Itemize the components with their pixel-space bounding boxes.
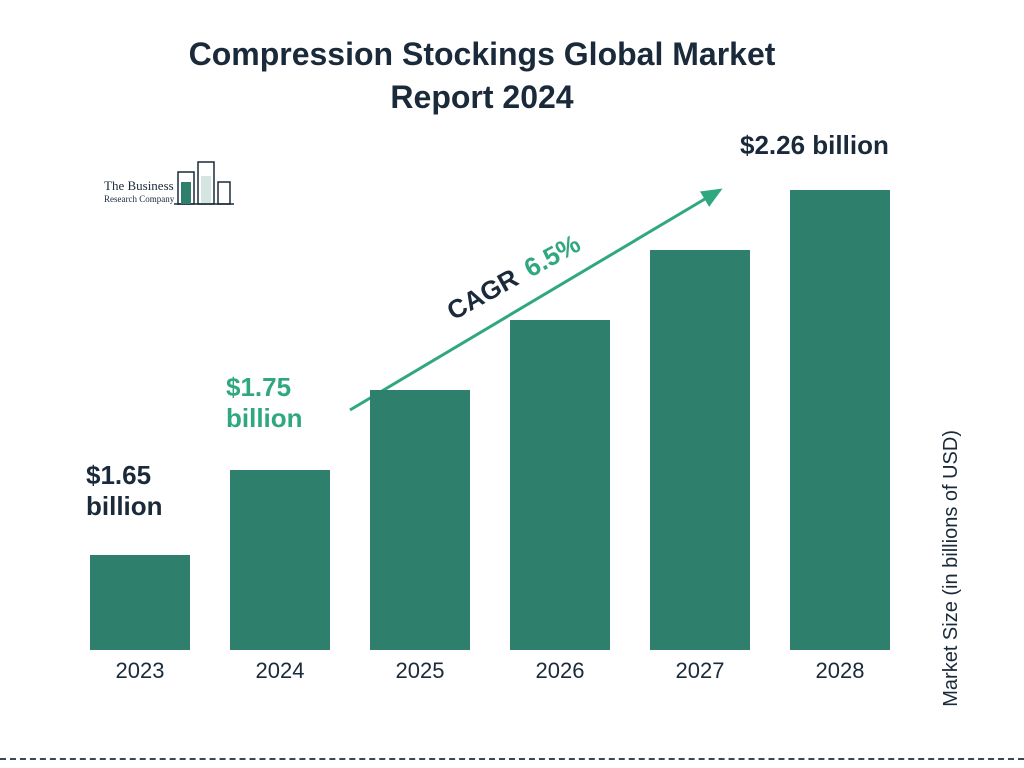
bar <box>650 250 750 650</box>
bar <box>90 555 190 650</box>
bar-data-label: $1.75billion <box>226 372 303 434</box>
xaxis-tick-label: 2027 <box>650 658 750 684</box>
chart-area: 2023 2024 2025 2026 2027 2028 $1.65billion $1.… <box>80 160 930 690</box>
xaxis-tick-label: 2023 <box>90 658 190 684</box>
bar <box>510 320 610 650</box>
chart-title-line1: Compression Stockings Global Market <box>0 36 964 73</box>
bar <box>370 390 470 650</box>
xaxis-tick-label: 2028 <box>790 658 890 684</box>
xaxis-tick-label: 2025 <box>370 658 470 684</box>
bar <box>790 190 890 650</box>
bottom-dashed-border <box>0 758 1024 760</box>
yaxis-label: Market Size (in billions of USD) <box>940 430 963 707</box>
chart-title-line2: Report 2024 <box>0 79 964 116</box>
chart-title: Compression Stockings Global Market Repo… <box>0 36 964 116</box>
bar-data-label: $2.26 billion <box>740 130 889 161</box>
chart-canvas: { "title_line1": "Compression Stockings … <box>0 0 1024 768</box>
xaxis-tick-label: 2026 <box>510 658 610 684</box>
xaxis-tick-label: 2024 <box>230 658 330 684</box>
bar <box>230 470 330 650</box>
bar-data-label: $1.65billion <box>86 460 163 522</box>
